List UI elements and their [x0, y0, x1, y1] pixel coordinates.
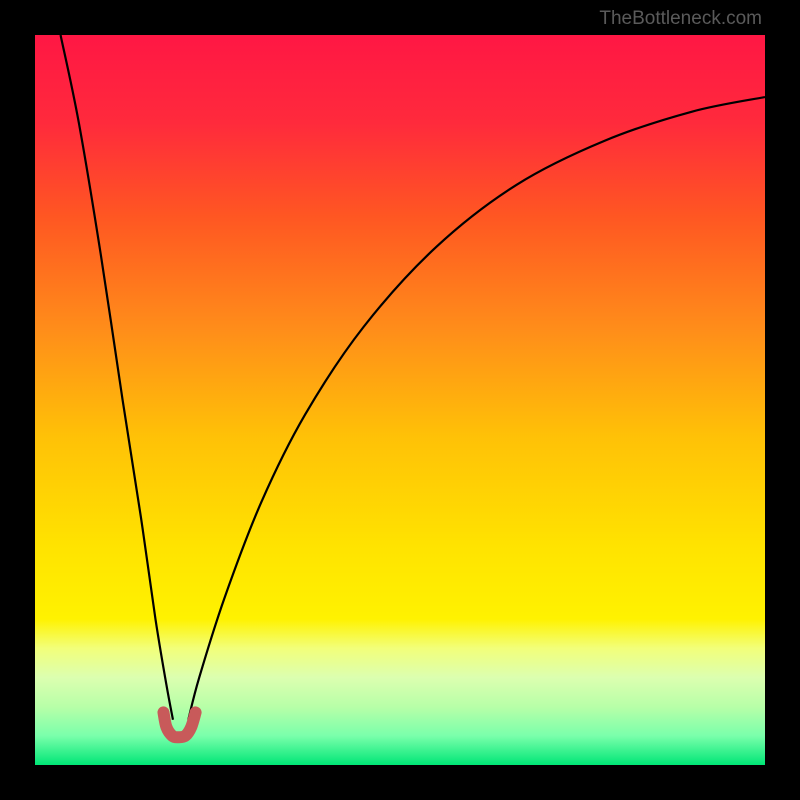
- bottleneck-curve: [35, 35, 765, 765]
- watermark-label: TheBottleneck.com: [599, 8, 762, 30]
- bottleneck-chart: [35, 35, 765, 765]
